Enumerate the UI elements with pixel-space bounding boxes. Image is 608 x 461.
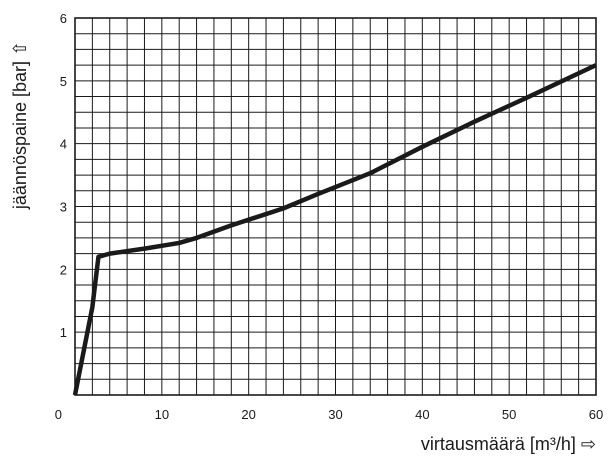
x-axis-title: virtausmäärä [m³/h] ⇨ (421, 434, 596, 454)
y-tick-labels: 1 2 3 4 5 6 (60, 11, 67, 340)
x-tick-label: 10 (155, 407, 169, 422)
y-tick-label: 4 (60, 137, 67, 152)
x-tick-label: 40 (415, 407, 429, 422)
y-tick-label: 2 (60, 262, 67, 277)
x-tick-label: 50 (502, 407, 516, 422)
y-tick-label: 5 (60, 74, 67, 89)
series-line (72, 63, 597, 396)
plot-frame (74, 17, 597, 396)
x-tick-label: 30 (328, 407, 342, 422)
y-tick-label: 3 (60, 200, 67, 215)
x-tick-label: 20 (241, 407, 255, 422)
x-tick-label: 0 (55, 407, 62, 422)
y-tick-label: 1 (60, 325, 67, 340)
y-axis-title: jäännöspaine [bar] ⇧ (10, 41, 30, 210)
y-tick-label: 6 (60, 11, 67, 26)
x-tick-label: 60 (589, 407, 603, 422)
x-tick-labels: 0 10 20 30 40 50 60 (55, 407, 603, 422)
grid (75, 18, 596, 395)
